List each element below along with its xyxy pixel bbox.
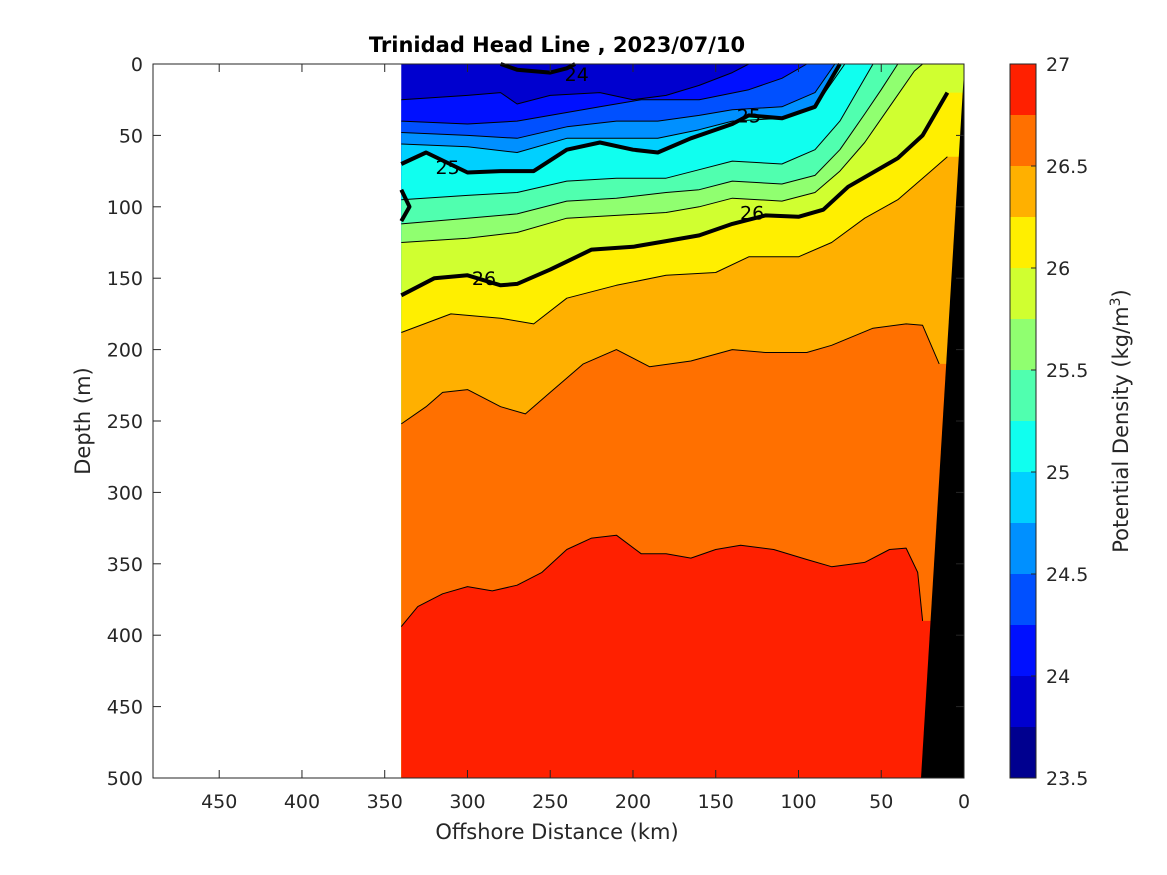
x-tick-label: 400 bbox=[284, 791, 320, 813]
isopycnal-26.75 bbox=[400, 534, 924, 627]
colorbar-swatch bbox=[1010, 472, 1036, 523]
isopycnal-24 bbox=[401, 63, 750, 105]
y-axis-ticks: 0 50 100 150 200 250 300 350 400 450 500 bbox=[107, 54, 964, 790]
isopycnal-lines bbox=[399, 62, 950, 627]
y-tick-label: 150 bbox=[107, 268, 143, 290]
x-tick-label: 450 bbox=[201, 791, 237, 813]
y-tick-label: 100 bbox=[107, 197, 143, 219]
x-tick-label: 200 bbox=[615, 791, 651, 813]
x-axis-label: Offshore Distance (km) bbox=[435, 820, 678, 844]
isopycnal-24.5 bbox=[401, 63, 836, 139]
colorbar-tick-label: 23.5 bbox=[1046, 768, 1088, 790]
colorbar-tick-label: 24 bbox=[1046, 666, 1070, 688]
colorbar-swatch bbox=[1010, 115, 1036, 166]
y-axis-label: Depth (m) bbox=[71, 367, 95, 474]
colorbar: 27 26.5 26 25.5 25 24.5 24 23.5 Potential Densi… bbox=[1009, 54, 1133, 790]
colorbar-swatches bbox=[1010, 64, 1036, 778]
y-tick-label: 200 bbox=[107, 340, 143, 362]
colorbar-tick-label: 27 bbox=[1046, 54, 1070, 76]
colorbar-swatch bbox=[1010, 574, 1036, 625]
colorbar-swatch bbox=[1010, 676, 1036, 727]
bathymetry-wedge bbox=[921, 71, 964, 779]
seafloor-bathymetry bbox=[921, 71, 964, 779]
contour-label-3: 26 bbox=[740, 203, 764, 225]
colorbar-label: Potential Density (kg/m3) bbox=[1108, 289, 1133, 553]
chart-title: Trinidad Head Line , 2023/07/10 bbox=[369, 33, 745, 57]
isopycnal-25-bold bbox=[400, 62, 842, 175]
x-tick-label: 350 bbox=[367, 791, 403, 813]
colorbar-tick-label: 24.5 bbox=[1046, 564, 1088, 586]
x-tick-label: 100 bbox=[780, 791, 816, 813]
isopycnal-26.5 bbox=[401, 323, 940, 425]
y-tick-label: 250 bbox=[107, 411, 143, 433]
isopycnal-25.5 bbox=[401, 63, 899, 225]
x-tick-label: 0 bbox=[958, 791, 970, 813]
y-tick-label: 0 bbox=[131, 54, 143, 76]
y-tick-label: 50 bbox=[119, 125, 143, 147]
colorbar-swatch bbox=[1010, 421, 1036, 472]
isopycnal-25.75 bbox=[401, 63, 923, 243]
contour-label-4: 26 bbox=[472, 268, 496, 290]
colorbar-swatch bbox=[1010, 319, 1036, 370]
colorbar-swatch bbox=[1010, 625, 1036, 676]
colorbar-swatch bbox=[1010, 268, 1036, 319]
y-tick-label: 500 bbox=[107, 768, 143, 790]
plot-area: 24 25 25 26 26 bbox=[152, 62, 965, 779]
y-tick-label: 300 bbox=[107, 482, 143, 504]
colorbar-tick-label: 25.5 bbox=[1046, 360, 1088, 382]
x-axis-ticks: 450 400 350 300 250 200 150 100 50 0 bbox=[201, 64, 970, 813]
colorbar-tick-label: 25 bbox=[1046, 462, 1070, 484]
x-tick-label: 150 bbox=[698, 791, 734, 813]
density-bands bbox=[401, 64, 964, 779]
x-tick-label: 250 bbox=[532, 791, 568, 813]
colorbar-swatch bbox=[1010, 166, 1036, 217]
contour-label-0: 24 bbox=[565, 64, 589, 86]
colorbar-ticks: 27 26.5 26 25.5 25 24.5 24 23.5 bbox=[1031, 54, 1088, 790]
isopycnal-24-bold bbox=[499, 62, 577, 75]
isopycnal-24.25 bbox=[401, 63, 808, 125]
colorbar-tick-label: 26 bbox=[1046, 258, 1070, 280]
colorbar-swatch bbox=[1010, 523, 1036, 574]
x-tick-label: 50 bbox=[869, 791, 893, 813]
colorbar-swatch bbox=[1010, 727, 1036, 778]
density-band-26.75 bbox=[401, 535, 964, 778]
isopycnal-26.25 bbox=[401, 156, 948, 333]
colorbar-label-main: Potential Density (kg/m bbox=[1109, 306, 1133, 552]
y-tick-label: 450 bbox=[107, 697, 143, 719]
isopycnal-25-bold bbox=[399, 188, 412, 223]
contour-label-1: 25 bbox=[737, 105, 761, 127]
y-tick-label: 400 bbox=[107, 625, 143, 647]
isopycnal-25.25 bbox=[401, 63, 874, 201]
colorbar-frame bbox=[1009, 63, 1037, 779]
colorbar-swatch bbox=[1010, 370, 1036, 421]
colorbar-tick-label: 26.5 bbox=[1046, 156, 1088, 178]
colorbar-label-superscript: 3 bbox=[1108, 297, 1124, 306]
contour-labels: 24 25 25 26 26 bbox=[436, 64, 765, 290]
colorbar-label-suffix: ) bbox=[1109, 289, 1133, 297]
contour-label-2: 25 bbox=[436, 157, 460, 179]
colorbar-swatch bbox=[1010, 217, 1036, 268]
isopycnal-26-bold bbox=[400, 91, 950, 298]
y-tick-label: 350 bbox=[107, 554, 143, 576]
colorbar-swatch bbox=[1010, 64, 1036, 115]
x-tick-label: 300 bbox=[449, 791, 485, 813]
